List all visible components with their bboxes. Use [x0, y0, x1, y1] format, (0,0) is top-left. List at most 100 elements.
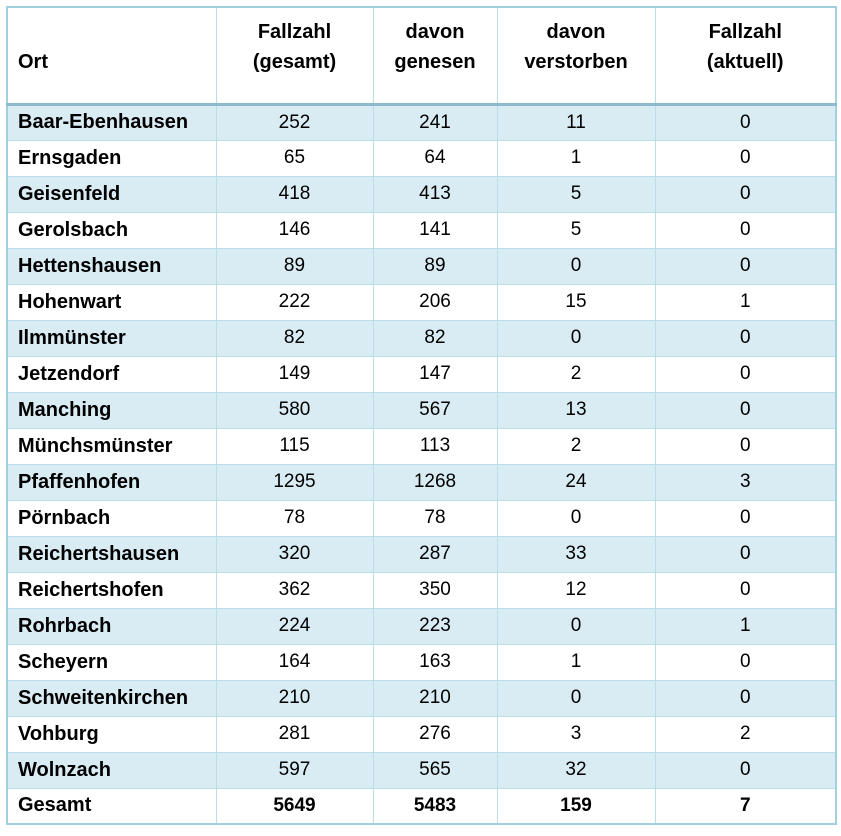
ort-cell: Pörnbach: [6, 499, 217, 537]
table-row: Vohburg 281 276 3 2: [6, 715, 837, 753]
fallzahl-aktuell-cell: 0: [654, 247, 837, 285]
ort-cell: Hohenwart: [6, 283, 217, 321]
fallzahl-aktuell-cell: 0: [654, 427, 837, 465]
ort-cell: Gerolsbach: [6, 211, 217, 249]
davon-verstorben-cell: 3: [496, 715, 656, 753]
fallzahl-gesamt-cell: 164: [215, 643, 374, 681]
davon-verstorben-cell: 5: [496, 175, 656, 213]
davon-verstorben-cell: 0: [496, 499, 656, 537]
fallzahl-gesamt-cell: 224: [215, 607, 374, 645]
davon-genesen-cell: 206: [372, 283, 498, 321]
table-row: Münchsmünster 115 113 2 0: [6, 427, 837, 465]
davon-genesen-cell: 1268: [372, 463, 498, 501]
ort-cell: Ernsgaden: [6, 139, 217, 177]
fallzahl-aktuell-cell: 0: [654, 679, 837, 717]
davon-verstorben-cell: 0: [496, 607, 656, 645]
fallzahl-gesamt-cell: 320: [215, 535, 374, 573]
covid-cases-table: Ort Fallzahl (gesamt) davon genesen davo…: [6, 6, 837, 825]
table-row: Baar-Ebenhausen 252 241 11 0: [6, 103, 837, 141]
table-row: Pfaffenhofen 1295 1268 24 3: [6, 463, 837, 501]
fallzahl-aktuell-cell: 0: [654, 391, 837, 429]
fallzahl-gesamt-cell: 146: [215, 211, 374, 249]
ort-cell: Münchsmünster: [6, 427, 217, 465]
ort-cell: Reichertshausen: [6, 535, 217, 573]
header-davon-genesen: davon genesen: [372, 6, 498, 106]
davon-verstorben-cell: 15: [496, 283, 656, 321]
header-ort: Ort: [6, 6, 217, 106]
ort-cell: Vohburg: [6, 715, 217, 753]
davon-genesen-cell: 141: [372, 211, 498, 249]
header-fallzahl-aktuell: Fallzahl (aktuell): [654, 6, 837, 106]
davon-genesen-cell: 567: [372, 391, 498, 429]
fallzahl-aktuell-cell: 1: [654, 283, 837, 321]
davon-verstorben-cell: 13: [496, 391, 656, 429]
fallzahl-aktuell-cell: 0: [654, 139, 837, 177]
ort-cell: Wolnzach: [6, 751, 217, 789]
davon-verstorben-cell: 0: [496, 679, 656, 717]
fallzahl-aktuell-cell: 0: [654, 751, 837, 789]
davon-genesen-cell: 241: [372, 103, 498, 141]
table-row: Schweitenkirchen 210 210 0 0: [6, 679, 837, 717]
davon-verstorben-cell: 1: [496, 643, 656, 681]
davon-genesen-cell: 565: [372, 751, 498, 789]
table-row: Hohenwart 222 206 15 1: [6, 283, 837, 321]
fallzahl-gesamt-cell: 418: [215, 175, 374, 213]
fallzahl-aktuell-cell: 0: [654, 319, 837, 357]
header-fallzahl-gesamt: Fallzahl (gesamt): [215, 6, 374, 106]
ort-cell: Geisenfeld: [6, 175, 217, 213]
table-row: Gerolsbach 146 141 5 0: [6, 211, 837, 249]
table-row: Geisenfeld 418 413 5 0: [6, 175, 837, 213]
davon-genesen-cell: 113: [372, 427, 498, 465]
davon-verstorben-cell: 33: [496, 535, 656, 573]
fallzahl-aktuell-cell: 0: [654, 535, 837, 573]
fallzahl-aktuell-cell: 0: [654, 103, 837, 141]
fallzahl-gesamt-cell: 597: [215, 751, 374, 789]
davon-genesen-cell: 223: [372, 607, 498, 645]
ort-cell: Jetzendorf: [6, 355, 217, 393]
fallzahl-gesamt-cell: 78: [215, 499, 374, 537]
fallzahl-aktuell-cell: 0: [654, 643, 837, 681]
header-row: Ort Fallzahl (gesamt) davon genesen davo…: [6, 6, 837, 106]
total-gesamt: 5649: [215, 787, 374, 825]
davon-genesen-cell: 350: [372, 571, 498, 609]
table-row: Manching 580 567 13 0: [6, 391, 837, 429]
davon-genesen-cell: 78: [372, 499, 498, 537]
fallzahl-gesamt-cell: 252: [215, 103, 374, 141]
table-row: Rohrbach 224 223 0 1: [6, 607, 837, 645]
davon-genesen-cell: 89: [372, 247, 498, 285]
davon-verstorben-cell: 0: [496, 319, 656, 357]
davon-verstorben-cell: 32: [496, 751, 656, 789]
ort-cell: Baar-Ebenhausen: [6, 103, 217, 141]
davon-genesen-cell: 276: [372, 715, 498, 753]
table-row: Ernsgaden 65 64 1 0: [6, 139, 837, 177]
fallzahl-gesamt-cell: 65: [215, 139, 374, 177]
davon-verstorben-cell: 12: [496, 571, 656, 609]
fallzahl-gesamt-cell: 362: [215, 571, 374, 609]
fallzahl-gesamt-cell: 281: [215, 715, 374, 753]
fallzahl-aktuell-cell: 1: [654, 607, 837, 645]
davon-verstorben-cell: 0: [496, 247, 656, 285]
table-row: Scheyern 164 163 1 0: [6, 643, 837, 681]
ort-cell: Manching: [6, 391, 217, 429]
fallzahl-gesamt-cell: 1295: [215, 463, 374, 501]
header-ort-label: Ort: [18, 51, 48, 73]
davon-genesen-cell: 82: [372, 319, 498, 357]
ort-cell: Ilmmünster: [6, 319, 217, 357]
fallzahl-aktuell-cell: 0: [654, 211, 837, 249]
fallzahl-aktuell-cell: 0: [654, 499, 837, 537]
davon-verstorben-cell: 2: [496, 427, 656, 465]
ort-cell: Reichertshofen: [6, 571, 217, 609]
fallzahl-gesamt-cell: 89: [215, 247, 374, 285]
fallzahl-aktuell-cell: 3: [654, 463, 837, 501]
fallzahl-gesamt-cell: 82: [215, 319, 374, 357]
fallzahl-gesamt-cell: 149: [215, 355, 374, 393]
table-row: Hettenshausen 89 89 0 0: [6, 247, 837, 285]
davon-verstorben-cell: 11: [496, 103, 656, 141]
ort-cell: Scheyern: [6, 643, 217, 681]
davon-genesen-cell: 147: [372, 355, 498, 393]
total-genesen: 5483: [372, 787, 498, 825]
davon-genesen-cell: 163: [372, 643, 498, 681]
fallzahl-gesamt-cell: 222: [215, 283, 374, 321]
davon-genesen-cell: 287: [372, 535, 498, 573]
